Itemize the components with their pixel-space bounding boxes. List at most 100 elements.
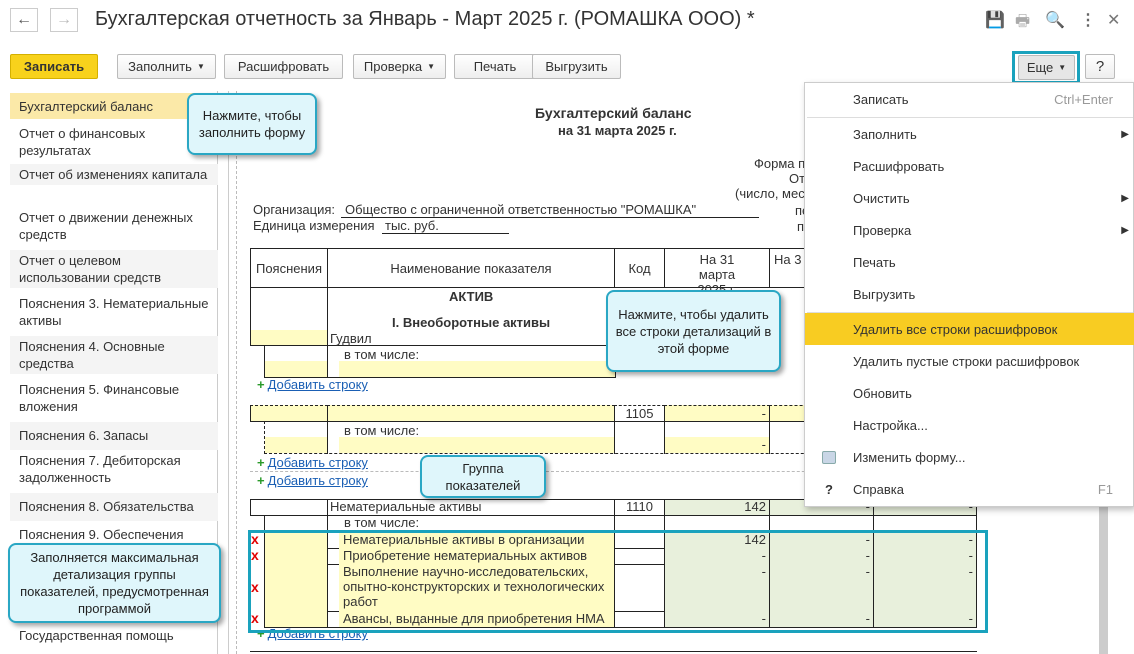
sidebar-item[interactable]: Пояснения 9. Обеспечения [19,527,184,542]
export-button[interactable]: Выгрузить [532,54,621,79]
sidebar-item[interactable]: Пояснения 5. Финансовые вложения [19,382,180,414]
save-icon[interactable]: 💾 [985,12,1005,29]
input-cell[interactable] [265,564,327,611]
delete-row-icon[interactable]: x [251,578,259,595]
menu-item-save[interactable]: Записать Ctrl+Enter [805,83,1134,115]
chevron-down-icon: ▼ [196,62,205,71]
sidebar-item[interactable]: Пояснения 3. Нематериальные активы [19,296,209,328]
input-cell[interactable] [265,611,327,627]
menu-label: Изменить форму... [853,449,966,465]
save-button[interactable]: Записать [10,54,98,79]
menu-item-decode[interactable]: Расшифровать [805,150,1134,182]
delete-row-icon[interactable]: x [251,610,259,626]
menu-item-refresh[interactable]: Обновить [805,377,1134,409]
submenu-arrow-icon: ▶ [1121,128,1129,140]
col-header: На 31 марта 2025 г. [664,248,770,297]
delete-row-icon[interactable]: x [251,531,259,547]
menu-item-check[interactable]: Проверка ▶ [805,214,1134,246]
fill-button[interactable]: Заполнить ▼ [117,54,216,79]
col-header: Пояснения [250,248,328,288]
help-button[interactable]: ? [1085,54,1115,79]
input-cell[interactable] [327,405,615,422]
value-cell: - [770,564,873,611]
value-cell: - [770,611,873,627]
close-icon[interactable]: ✕ [1107,12,1121,29]
input-cell[interactable] [339,361,615,377]
menu-label: Печать [853,254,896,270]
section-title: АКТИВ [449,289,494,304]
input-cell[interactable] [265,532,327,548]
sidebar-item-balance[interactable]: Бухгалтерский баланс [10,93,218,119]
value-cell: - [665,548,769,564]
sidebar-item[interactable]: Отчет об изменениях капитала [10,164,218,185]
menu-label: Выгрузить [853,286,916,302]
menu-item-settings[interactable]: Настройка... [805,409,1134,441]
detail-row-name[interactable]: Нематериальные активы в организации [339,532,614,548]
print-icon[interactable]: 🖶 [1015,13,1031,30]
menu-item-fill[interactable]: Заполнить ▶ [805,118,1134,150]
value-cell[interactable]: - [664,405,770,422]
sidebar-item[interactable]: Пояснения 4. Основные средства [10,336,218,374]
detail-row-name[interactable]: Выполнение научно-исследовательских, опы… [339,564,614,611]
menu-label: Очистить [853,190,910,206]
preview-icon[interactable]: 🔍 [1045,12,1065,29]
add-row-label: Добавить строку [267,473,368,488]
menu-item-help[interactable]: ? Справка F1 [805,473,1134,505]
more-button[interactable]: Еще ▼ [1018,55,1075,80]
input-cell[interactable] [250,405,328,422]
sidebar-item[interactable]: Отчет о движении денежных средств [19,210,193,242]
menu-label: Настройка... [853,417,928,433]
callout-group: Группа показателей [420,455,546,498]
add-row-link[interactable]: + Добавить строку [257,377,368,392]
delete-row-icon[interactable]: x [251,547,259,563]
value-cell[interactable]: - [665,437,769,453]
menu-item-export[interactable]: Выгрузить [805,278,1134,310]
value-cell: 142 [664,499,770,516]
sidebar-item[interactable]: Государственная помощь [19,628,174,643]
menu-item-clear[interactable]: Очистить ▶ [805,182,1134,214]
sidebar-item[interactable]: Пояснения 6. Запасы [10,422,218,450]
callout-fill: Нажмите, чтобы заполнить форму [187,93,317,155]
detail-row-name[interactable]: Приобретение нематериальных активов [339,548,614,564]
sidebar-item[interactable]: Отчет о целевом использовании средств [10,250,218,288]
add-row-link[interactable]: + Добавить строку [257,626,368,641]
value-cell: 142 [665,532,769,548]
add-row-link[interactable]: + Добавить строку [257,455,368,470]
more-label: Еще [1026,60,1054,75]
submenu-arrow-icon: ▶ [1121,224,1129,236]
report-subtitle: на 31 марта 2025 г. [558,123,677,138]
menu-label: Удалить пустые строки расшифровок [853,353,1080,369]
detail-row-name[interactable]: Авансы, выданные для приобретения НМА [339,611,614,627]
print-button[interactable]: Печать [454,54,536,79]
more-menu: Записать Ctrl+Enter Заполнить ▶ Расшифрова… [804,82,1134,507]
decode-button[interactable]: Расшифровать [224,54,343,79]
menu-item-delete-all-rows[interactable]: Удалить все строки расшифровок [805,313,1134,345]
unit-value: тыс. руб. [382,218,509,234]
value-cell: - [665,564,769,611]
add-row-label: Добавить строку [267,377,368,392]
more-icon[interactable]: ⋮ [1080,12,1096,29]
help-icon: ? [825,481,833,497]
sidebar-item[interactable]: Отчет о финансовых результатах [19,126,146,158]
forward-button[interactable]: → [50,8,78,32]
menu-item-change-form[interactable]: Изменить форму... [805,441,1134,473]
back-button[interactable]: ← [10,8,38,32]
org-label: Организация: [253,202,336,217]
form-label: п [797,219,805,234]
menu-label: Удалить все строки расшифровок [853,321,1058,337]
subsection-title: I. Внеоборотные активы [392,315,551,330]
sidebar-item[interactable]: Пояснения 7. Дебиторская задолженность [19,453,181,485]
menu-label: Обновить [853,385,912,401]
menu-item-print[interactable]: Печать [805,246,1134,278]
check-button[interactable]: Проверка ▼ [353,54,446,79]
input-cell[interactable] [265,548,327,564]
add-row-link[interactable]: + Добавить строку [257,473,368,488]
plus-icon: + [257,377,265,392]
fill-label: Заполнить [128,59,192,74]
sidebar-item[interactable]: Пояснения 8. Обязательства [10,493,218,521]
row-code: 1110 [614,499,665,516]
report-title: Бухгалтерский баланс [535,105,692,121]
menu-item-delete-empty-rows[interactable]: Удалить пустые строки расшифровок [805,345,1134,377]
value-cell: - [770,548,873,564]
row-name: в том числе: [344,515,420,530]
